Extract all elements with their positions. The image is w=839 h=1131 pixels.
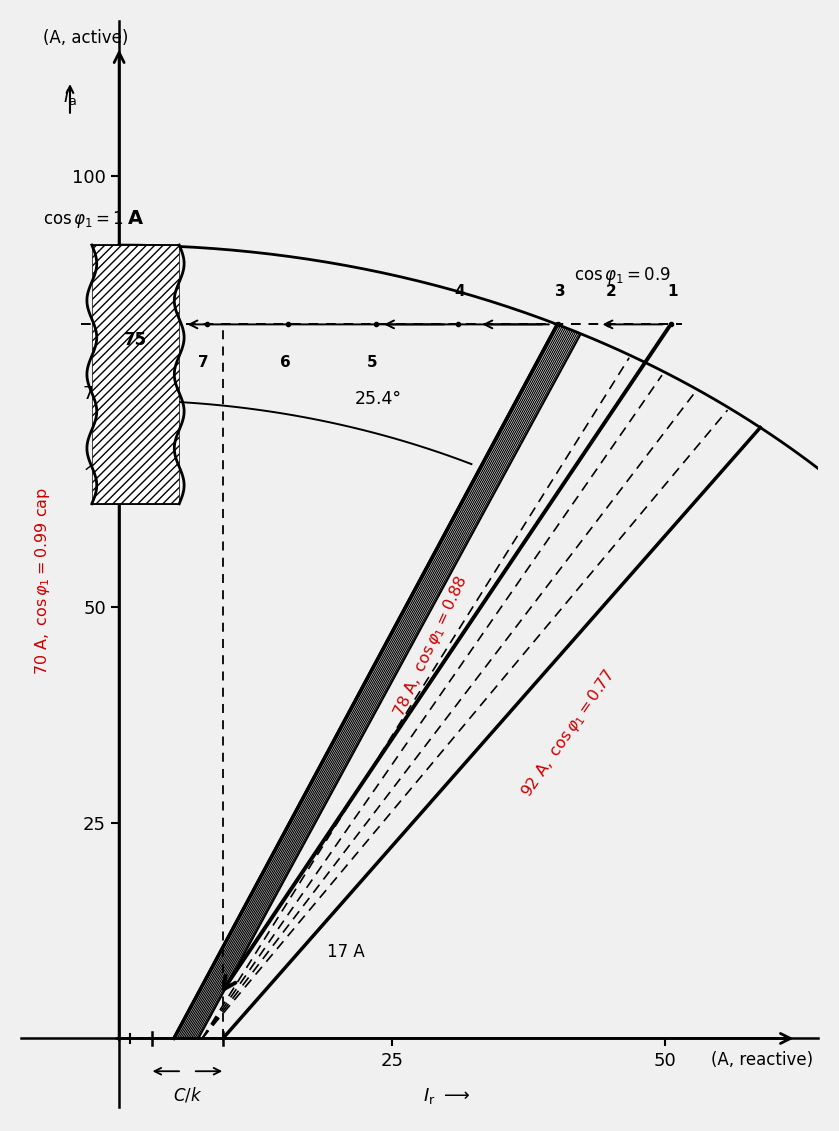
- Text: 1: 1: [668, 284, 678, 299]
- Polygon shape: [91, 245, 180, 503]
- Text: $C/k$: $C/k$: [173, 1086, 202, 1105]
- Text: A: A: [128, 209, 143, 227]
- Text: (A, reactive): (A, reactive): [711, 1052, 813, 1070]
- Text: $70\ \mathrm{A},\ \cos\varphi_1 = 0.99\ \mathrm{cap}$: $70\ \mathrm{A},\ \cos\varphi_1 = 0.99\ …: [34, 487, 52, 675]
- Text: 75: 75: [124, 331, 147, 349]
- Text: $78\ \mathrm{A},\ \cos\varphi_1 = 0.88$: $78\ \mathrm{A},\ \cos\varphi_1 = 0.88$: [390, 573, 472, 720]
- Text: (A, active): (A, active): [43, 29, 128, 48]
- Text: 8: 8: [91, 316, 102, 334]
- Text: 5: 5: [367, 355, 378, 370]
- Text: $92\ \mathrm{A},\ \cos\varphi_1 = 0.77$: $92\ \mathrm{A},\ \cos\varphi_1 = 0.77$: [517, 665, 619, 801]
- Text: 2: 2: [605, 284, 616, 299]
- Text: 7: 7: [198, 355, 209, 370]
- Text: $I_\mathrm{r}\ \longrightarrow$: $I_\mathrm{r}\ \longrightarrow$: [423, 1086, 471, 1106]
- Text: 25.4°: 25.4°: [355, 390, 402, 408]
- Text: 6: 6: [279, 355, 290, 370]
- Text: 17 A: 17 A: [326, 943, 364, 961]
- Text: $\cos\varphi_1 = 0.9$: $\cos\varphi_1 = 0.9$: [574, 265, 670, 286]
- Text: 4: 4: [455, 284, 465, 299]
- Text: 3: 3: [555, 284, 565, 299]
- Text: $\cos\varphi_1 = 1$: $\cos\varphi_1 = 1$: [43, 209, 124, 230]
- Text: $I_\mathrm{a}$: $I_\mathrm{a}$: [63, 87, 77, 107]
